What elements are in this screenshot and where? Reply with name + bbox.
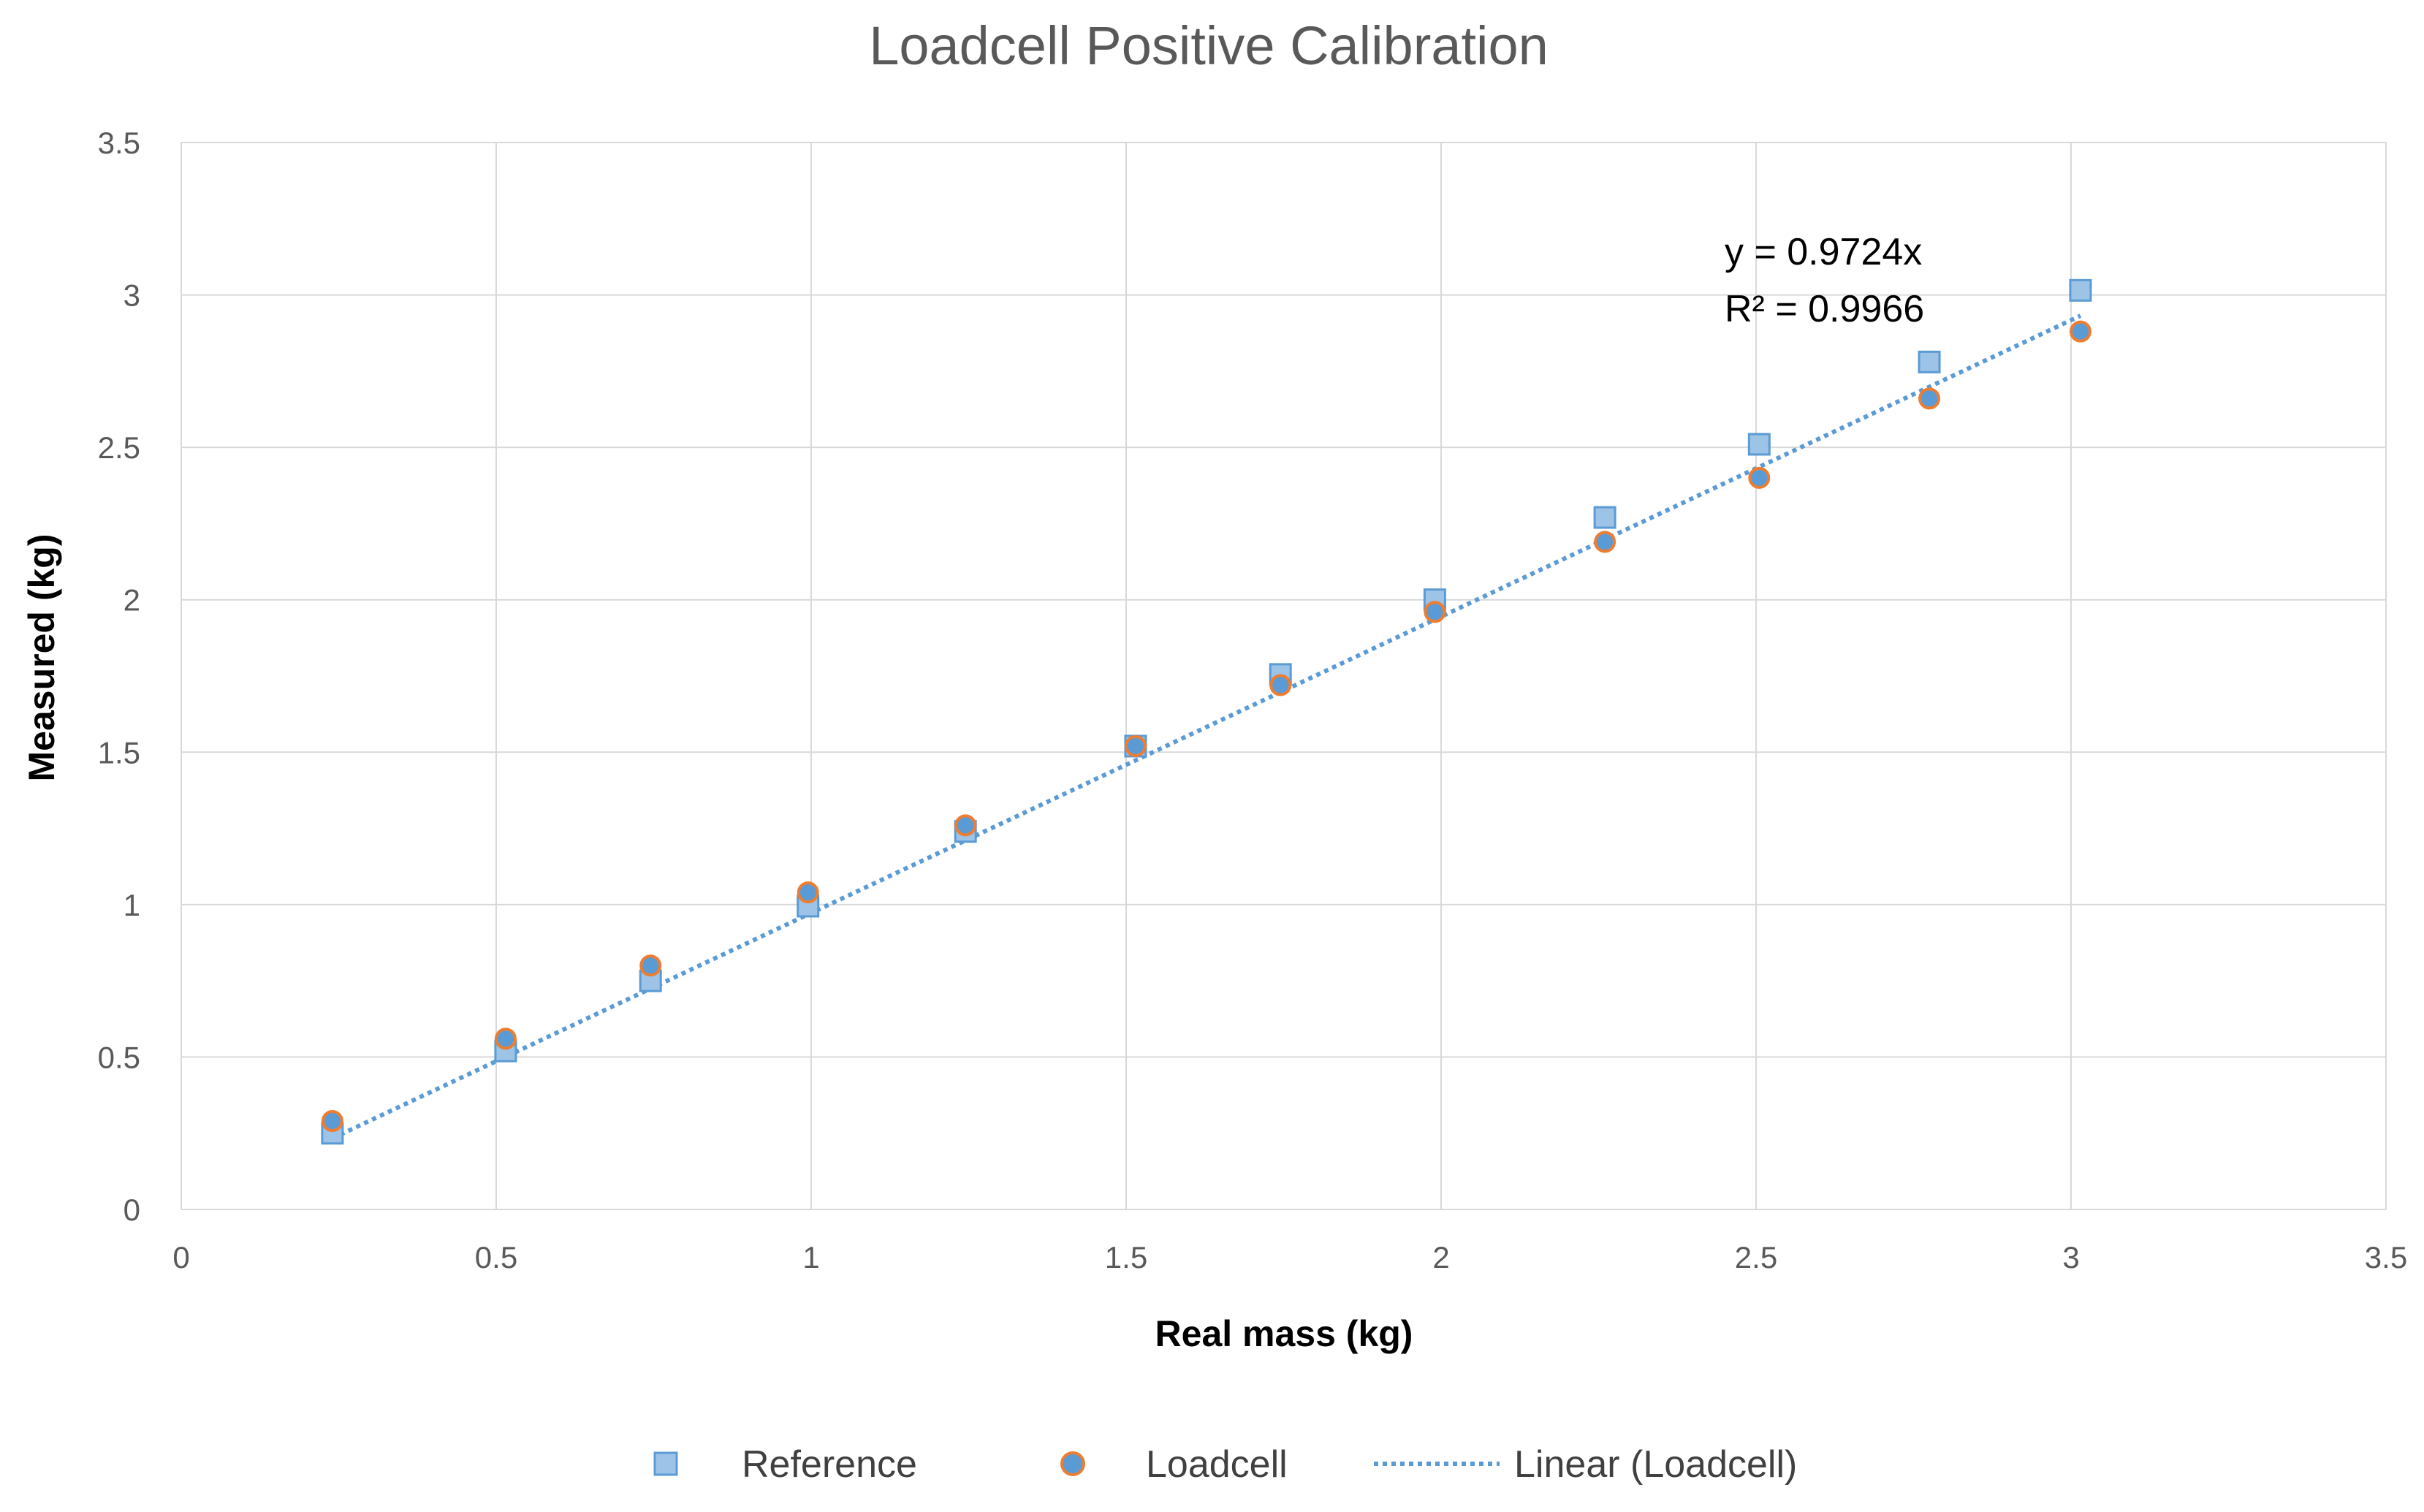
trendline-linear-loadcell [331, 314, 2082, 1141]
x-tick-label-3: 1.5 [1105, 1240, 1147, 1274]
chart-title: Loadcell Positive Calibration [869, 15, 1549, 76]
point-loadcell-5 [1124, 734, 1147, 757]
legend-label-loadcell: Loadcell [1146, 1443, 1288, 1486]
series-group [321, 278, 2092, 1145]
x-tick-label-2: 1 [802, 1240, 819, 1274]
point-loadcell-7 [1424, 601, 1446, 623]
point-loadcell-8 [1594, 531, 1616, 553]
trendline-r-squared: R² = 0.9966 [1725, 288, 1924, 330]
legend-marker-loadcell [1060, 1451, 1085, 1476]
gridlines [181, 142, 2387, 1210]
point-reference-8 [1593, 506, 1616, 529]
trendline-group [331, 314, 2082, 1141]
legend-label-linear-loadcell: Linear (Loadcell) [1514, 1443, 1797, 1486]
point-loadcell-6 [1269, 674, 1292, 696]
x-tick-label-6: 3 [2062, 1240, 2079, 1274]
x-tick-label-5: 2.5 [1735, 1240, 1777, 1274]
y-tick-label-3: 1.5 [98, 735, 140, 770]
y-axis-ticks: 0 0.5 1 1.5 2 2.5 3 3.5 [98, 126, 140, 1227]
y-tick-label-0: 0 [124, 1193, 140, 1227]
x-tick-label-4: 2 [1432, 1240, 1449, 1274]
y-tick-label-4: 2 [124, 583, 140, 618]
y-tick-label-6: 3 [124, 278, 140, 313]
y-tick-label-2: 1 [124, 888, 140, 922]
point-loadcell-9 [1748, 466, 1771, 489]
point-loadcell-3 [797, 881, 819, 904]
point-loadcell-2 [639, 954, 662, 977]
point-reference-9 [1747, 433, 1771, 456]
point-reference-10 [1918, 350, 1941, 373]
x-tick-label-7: 3.5 [2365, 1240, 2407, 1274]
point-loadcell-10 [1918, 387, 1941, 410]
point-loadcell-1 [494, 1027, 517, 1050]
legend: Reference Loadcell Linear (Loadcell) [653, 1443, 1797, 1486]
point-reference-11 [2069, 278, 2092, 302]
x-axis-label: Real mass (kg) [1155, 1313, 1413, 1354]
point-loadcell-11 [2069, 320, 2091, 343]
y-tick-label-1: 0.5 [98, 1040, 140, 1074]
legend-marker-reference [653, 1451, 678, 1476]
y-tick-label-5: 2.5 [98, 430, 140, 465]
trendline-equation: y = 0.9724x [1725, 231, 1922, 273]
y-axis-label: Measured (kg) [21, 534, 62, 782]
x-tick-label-1: 0.5 [475, 1240, 517, 1274]
legend-label-reference: Reference [742, 1443, 917, 1486]
x-tick-label-0: 0 [172, 1240, 189, 1274]
point-loadcell-0 [321, 1110, 343, 1133]
x-axis-ticks: 0 0.5 1 1.5 2 2.5 3 3.5 [172, 1240, 2407, 1274]
point-loadcell-4 [954, 814, 977, 837]
y-tick-label-7: 3.5 [98, 126, 140, 160]
